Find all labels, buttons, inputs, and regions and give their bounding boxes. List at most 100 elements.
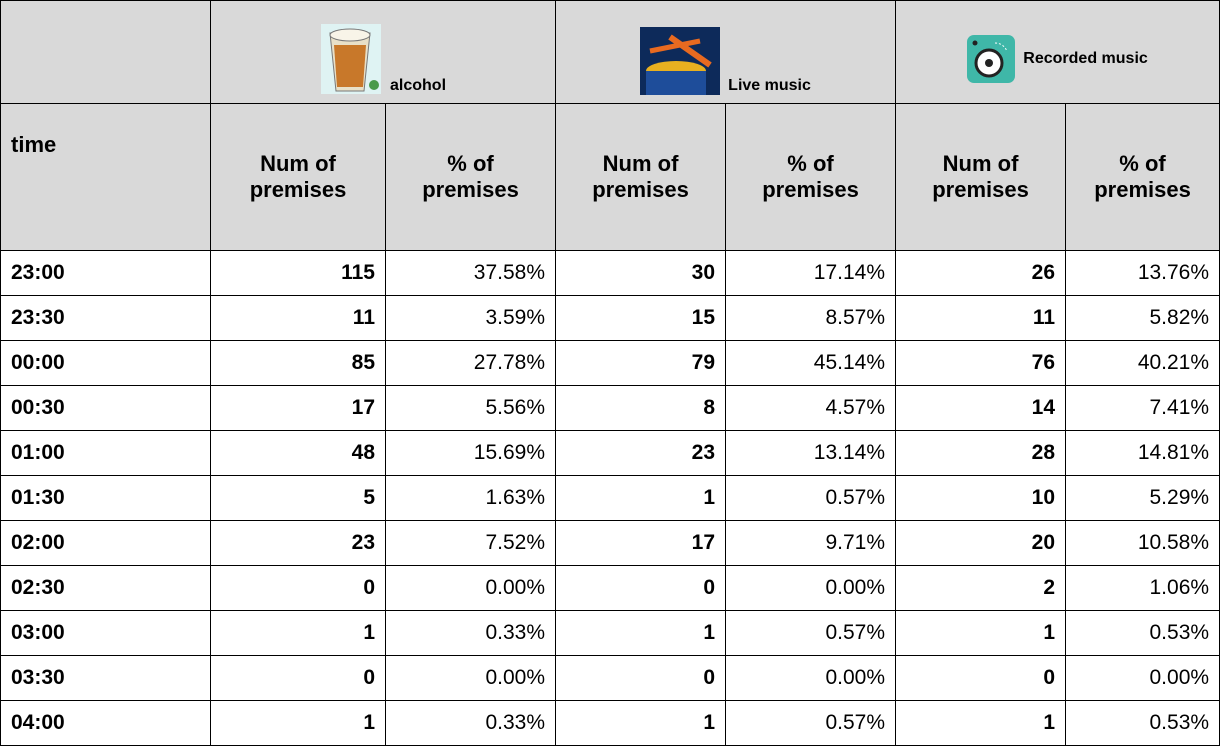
percent-cell: 0.53% — [1066, 611, 1220, 656]
count-cell: 1 — [896, 701, 1066, 746]
count-cell: 0 — [896, 656, 1066, 701]
percent-cell: 9.71% — [726, 521, 896, 566]
time-cell: 04:00 — [1, 701, 211, 746]
time-cell: 03:00 — [1, 611, 211, 656]
percent-cell: 1.06% — [1066, 566, 1220, 611]
group-header-row: alcohol Live music Recorded music — [1, 1, 1220, 104]
percent-cell: 1.63% — [386, 476, 556, 521]
count-cell: 28 — [896, 431, 1066, 476]
column-header: % of premises — [1083, 151, 1203, 203]
group-cell: alcohol — [211, 1, 556, 104]
time-cell: 03:30 — [1, 656, 211, 701]
count-cell: 20 — [896, 521, 1066, 566]
count-cell: 26 — [896, 251, 1066, 296]
time-cell: 01:00 — [1, 431, 211, 476]
column-header-cell: % of premises — [1066, 104, 1220, 251]
percent-cell: 0.33% — [386, 611, 556, 656]
percent-cell: 0.57% — [726, 611, 896, 656]
count-cell: 1 — [896, 611, 1066, 656]
percent-cell: 14.81% — [1066, 431, 1220, 476]
column-header-cell: Num of premises — [556, 104, 726, 251]
count-cell: 17 — [211, 386, 386, 431]
column-header-cell: time — [1, 104, 211, 251]
percent-cell: 8.57% — [726, 296, 896, 341]
percent-cell: 17.14% — [726, 251, 896, 296]
percent-cell: 0.00% — [1066, 656, 1220, 701]
percent-cell: 0.57% — [726, 476, 896, 521]
count-cell: 1 — [556, 476, 726, 521]
column-header: Num of premises — [581, 151, 701, 203]
column-header-cell: Num of premises — [896, 104, 1066, 251]
percent-cell: 7.52% — [386, 521, 556, 566]
percent-cell: 15.69% — [386, 431, 556, 476]
column-header: Num of premises — [238, 151, 358, 203]
percent-cell: 0.53% — [1066, 701, 1220, 746]
beer-icon — [320, 23, 382, 95]
time-cell: 02:30 — [1, 566, 211, 611]
corner-cell — [1, 1, 211, 104]
count-cell: 8 — [556, 386, 726, 431]
column-header-cell: % of premises — [386, 104, 556, 251]
count-cell: 17 — [556, 521, 726, 566]
count-cell: 0 — [556, 566, 726, 611]
count-cell: 79 — [556, 341, 726, 386]
count-cell: 23 — [211, 521, 386, 566]
time-cell: 23:00 — [1, 251, 211, 296]
count-cell: 0 — [211, 656, 386, 701]
count-cell: 11 — [211, 296, 386, 341]
group-label: Recorded music — [1023, 50, 1147, 68]
count-cell: 23 — [556, 431, 726, 476]
percent-cell: 0.57% — [726, 701, 896, 746]
count-cell: 2 — [896, 566, 1066, 611]
group-cell: Live music — [556, 1, 896, 104]
percent-cell: 0.00% — [386, 566, 556, 611]
column-header-cell: Num of premises — [211, 104, 386, 251]
column-header: time — [11, 132, 131, 158]
column-header: Num of premises — [921, 151, 1041, 203]
time-cell: 01:30 — [1, 476, 211, 521]
count-cell: 85 — [211, 341, 386, 386]
percent-cell: 3.59% — [386, 296, 556, 341]
count-cell: 0 — [211, 566, 386, 611]
column-header: % of premises — [751, 151, 871, 203]
column-header-cell: % of premises — [726, 104, 896, 251]
percent-cell: 5.82% — [1066, 296, 1220, 341]
percent-cell: 7.41% — [1066, 386, 1220, 431]
percent-cell: 5.56% — [386, 386, 556, 431]
percent-cell: 5.29% — [1066, 476, 1220, 521]
percent-cell: 0.00% — [726, 566, 896, 611]
group-label: Live music — [728, 77, 811, 95]
time-cell: 00:00 — [1, 341, 211, 386]
count-cell: 14 — [896, 386, 1066, 431]
count-cell: 5 — [211, 476, 386, 521]
count-cell: 15 — [556, 296, 726, 341]
premises-table: alcohol Live music Recorded music time Nu… — [0, 0, 1220, 746]
count-cell: 11 — [896, 296, 1066, 341]
group-cell: Recorded music — [896, 1, 1220, 104]
percent-cell: 4.57% — [726, 386, 896, 431]
count-cell: 0 — [556, 656, 726, 701]
time-cell: 02:00 — [1, 521, 211, 566]
percent-cell: 0.33% — [386, 701, 556, 746]
column-header: % of premises — [411, 151, 531, 203]
count-cell: 48 — [211, 431, 386, 476]
count-cell: 76 — [896, 341, 1066, 386]
count-cell: 1 — [211, 701, 386, 746]
percent-cell: 13.14% — [726, 431, 896, 476]
count-cell: 30 — [556, 251, 726, 296]
column-header-row: time Num of premises % of premises Num of p… — [1, 104, 1220, 251]
group-label: alcohol — [390, 77, 446, 95]
percent-cell: 40.21% — [1066, 341, 1220, 386]
count-cell: 1 — [556, 611, 726, 656]
percent-cell: 0.00% — [386, 656, 556, 701]
